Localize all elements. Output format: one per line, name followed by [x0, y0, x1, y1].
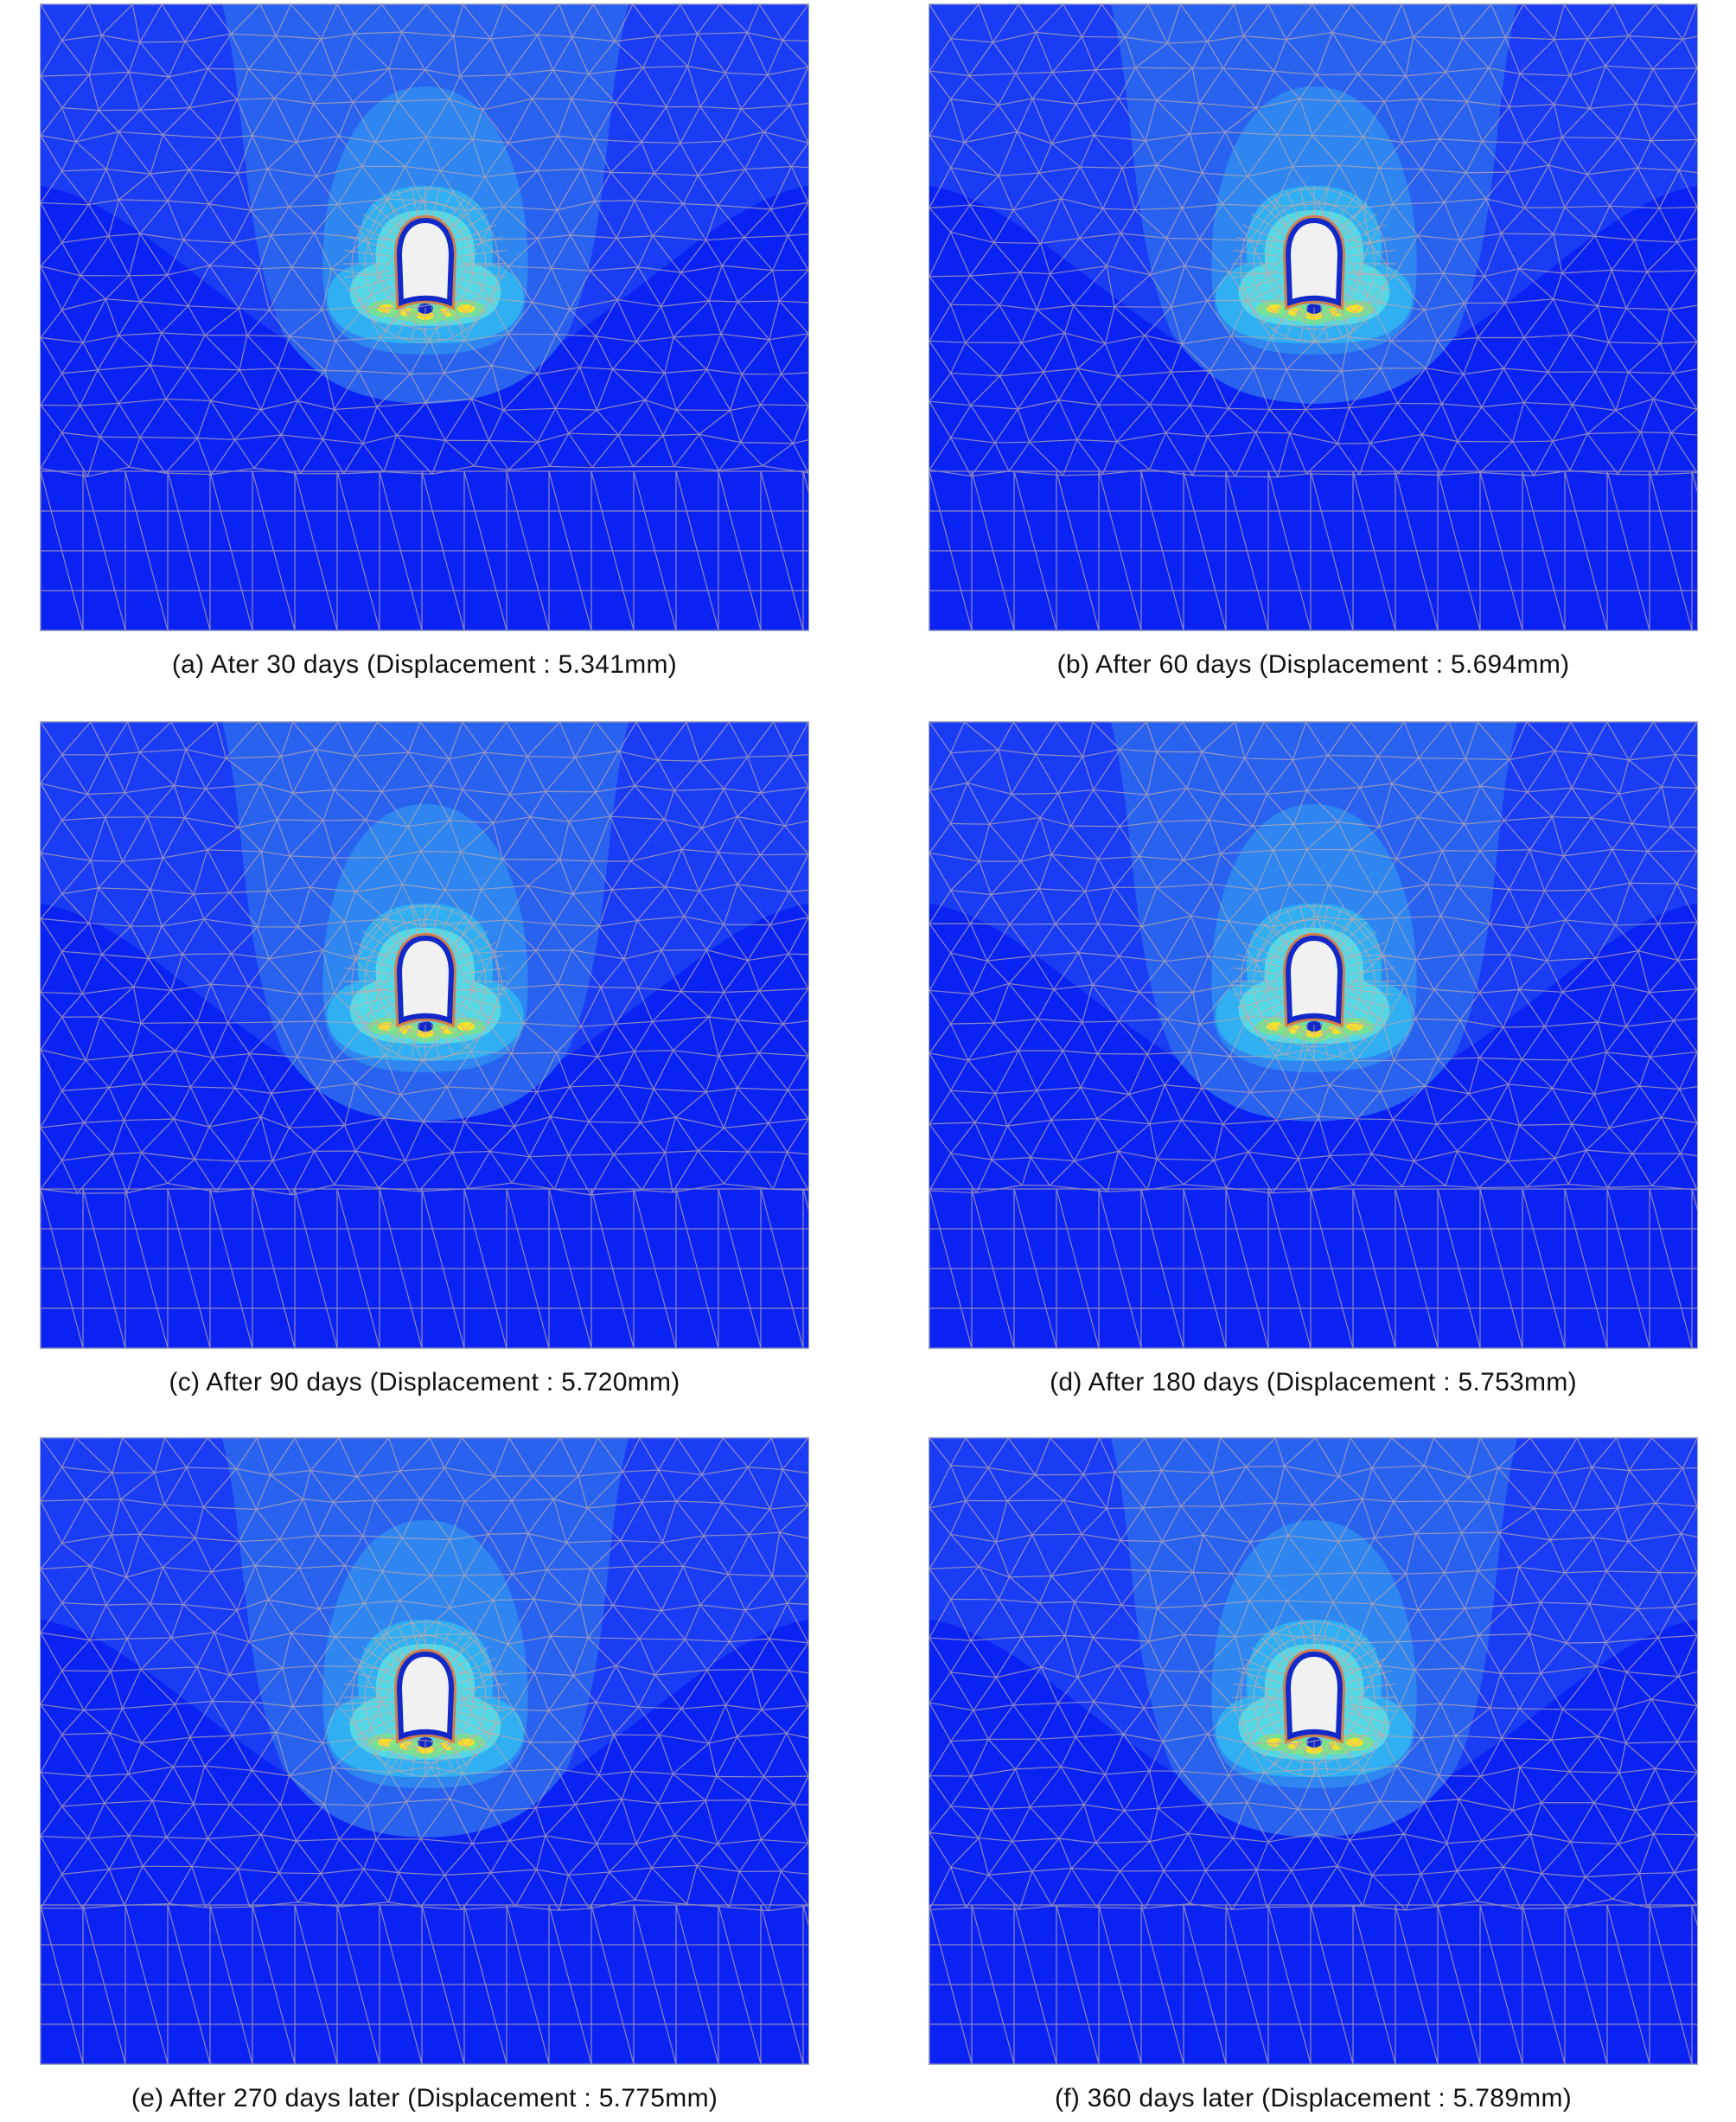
- mesh-lines: [41, 722, 808, 1348]
- contour-svg: [41, 4, 808, 630]
- caption-f: (f) 360 days later (Displacement : 5.789…: [929, 2084, 1698, 2113]
- tunnel-opening: [396, 217, 455, 307]
- contour-plot-e: [40, 1437, 809, 2065]
- contour-svg: [41, 722, 808, 1348]
- contour-plot-b: [929, 3, 1698, 631]
- stress-hotspot-core: [457, 304, 475, 313]
- mesh-lines: [41, 4, 808, 630]
- dense-mesh: [1232, 185, 1396, 343]
- dense-mesh: [1232, 1619, 1396, 1777]
- caption-text-c: (c) After 90 days (Displacement : 5.720m…: [169, 1368, 680, 1397]
- contour-plot-c: [40, 721, 809, 1349]
- caption-a: (a) Ater 30 days (Displacement : 5.341mm…: [40, 650, 809, 680]
- contour-plot-f: [929, 1437, 1698, 2065]
- caption-c: (c) After 90 days (Displacement : 5.720m…: [40, 1368, 809, 1397]
- panel-d: (d) After 180 days (Displacement : 5.753…: [929, 721, 1698, 1397]
- caption-d: (d) After 180 days (Displacement : 5.753…: [929, 1368, 1698, 1397]
- mesh-lines: [929, 4, 1697, 630]
- panel-f: (f) 360 days later (Displacement : 5.789…: [929, 1437, 1698, 2112]
- contour-svg: [929, 1438, 1697, 2064]
- caption-text-d: (d) After 180 days (Displacement : 5.753…: [1050, 1368, 1577, 1397]
- panel-c: (c) After 90 days (Displacement : 5.720m…: [40, 721, 809, 1397]
- tunnel-opening: [1285, 217, 1343, 307]
- caption-text-a: (a) Ater 30 days (Displacement : 5.341mm…: [171, 650, 678, 679]
- stress-hotspot-core: [1346, 1022, 1363, 1031]
- contour-svg: [929, 4, 1697, 630]
- panel-a: (a) Ater 30 days (Displacement : 5.341mm…: [40, 3, 809, 679]
- caption-b: (b) After 60 days (Displacement : 5.694m…: [929, 650, 1698, 680]
- panel-b: (b) After 60 days (Displacement : 5.694m…: [929, 3, 1698, 679]
- mesh-lines: [41, 1438, 808, 2064]
- stress-hotspot-core: [457, 1022, 475, 1031]
- caption-e: (e) After 270 days later (Displacement :…: [40, 2084, 809, 2113]
- stress-hotspot-core: [1346, 304, 1363, 313]
- contour-plot-a: [40, 3, 809, 631]
- tunnel-opening: [1285, 1651, 1343, 1741]
- mesh-lines: [929, 1438, 1697, 2064]
- dense-mesh: [343, 1619, 507, 1777]
- caption-text-b: (b) After 60 days (Displacement : 5.694m…: [1056, 650, 1570, 679]
- tunnel-opening: [396, 935, 455, 1025]
- stress-hotspot-core: [1346, 1738, 1363, 1747]
- contour-plot-d: [929, 721, 1698, 1349]
- tunnel-opening: [1285, 935, 1343, 1025]
- caption-text-f: (f) 360 days later (Displacement : 5.789…: [1054, 2084, 1573, 2112]
- caption-text-e: (e) After 270 days later (Displacement :…: [131, 2084, 718, 2112]
- contour-svg: [929, 722, 1697, 1348]
- contour-svg: [41, 1438, 808, 2064]
- panel-e: (e) After 270 days later (Displacement :…: [40, 1437, 809, 2112]
- tunnel-opening: [396, 1651, 455, 1741]
